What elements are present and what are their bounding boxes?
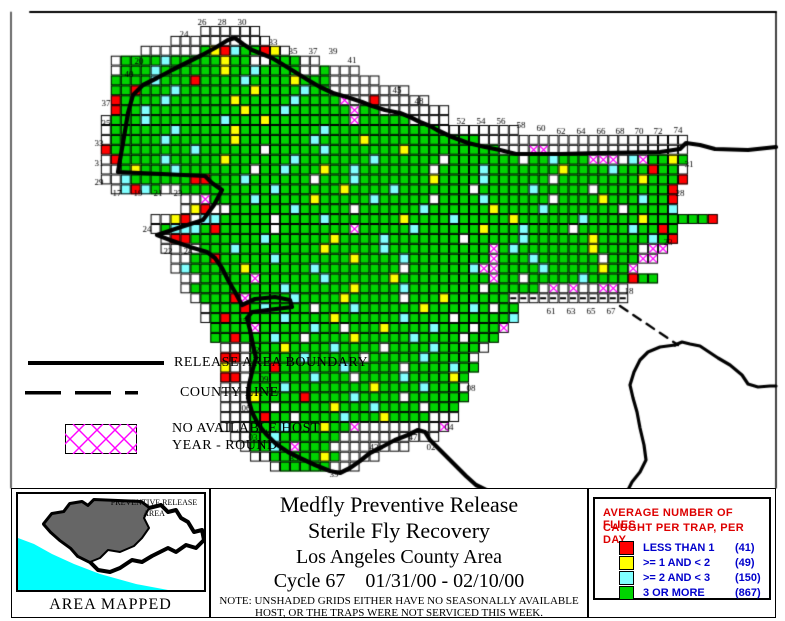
inset-caption: AREA MAPPED — [49, 596, 172, 613]
title-panel: Medfly Preventive Release Sterile Fly Re… — [210, 488, 588, 619]
fly-legend-item-yellow: >= 1 AND < 2 (49) — [619, 556, 755, 570]
no-host-hatch-swatch — [65, 424, 137, 454]
fly-legend-title-line1: AVERAGE NUMBER OF FLIES — [603, 507, 734, 531]
fly-legend-item-count: (150) — [735, 572, 761, 584]
red-swatch — [619, 541, 634, 555]
page-title-line3: Los Angeles County Area — [295, 546, 503, 568]
cycle-date-line: Cycle 67 01/31/00 - 02/10/00 — [273, 570, 525, 592]
county-line-sample — [25, 391, 138, 395]
page-title-line1: Medfly Preventive Release — [279, 492, 519, 517]
fly-legend-item-count: (41) — [735, 542, 755, 554]
cyan-swatch — [619, 571, 634, 585]
green-swatch — [619, 586, 634, 600]
fly-legend-item-red: LESS THAN 1 (41) — [619, 541, 755, 555]
recovery-grid-map — [0, 0, 785, 490]
fly-legend-item-cyan: >= 2 AND < 3 (150) — [619, 571, 761, 585]
fly-legend-item-count: (49) — [735, 557, 755, 569]
fly-legend-item-count: (867) — [735, 587, 761, 599]
fly-legend-item-label: >= 1 AND < 2 — [643, 557, 711, 569]
county-line-label: COUNTY LINE — [180, 385, 279, 400]
inset-release-area — [43, 499, 150, 563]
no-host-label-line2: YEAR - ROUND — [172, 438, 278, 453]
yellow-swatch — [619, 556, 634, 570]
fly-legend-item-green: 3 OR MORE (867) — [619, 586, 761, 600]
fly-legend-item-label: 3 OR MORE — [643, 587, 705, 599]
inset-label-line1: PREVENTIVE RELEASE — [111, 498, 198, 507]
no-host-label-line1: NO AVAILABLE HOST — [172, 421, 320, 436]
note-line1: NOTE: UNSHADED GRIDS EITHER HAVE NO SEAS… — [219, 595, 579, 607]
release-boundary-sample — [28, 361, 164, 365]
fly-legend-panel: AVERAGE NUMBER OF FLIES CAUGHT PER TRAP,… — [588, 488, 776, 618]
inset-ocean — [18, 538, 168, 590]
release-boundary-label: RELEASE AREA BOUNDARY — [174, 355, 369, 370]
fly-legend-item-label: LESS THAN 1 — [643, 542, 715, 554]
page-title-line2: Sterile Fly Recovery — [307, 518, 491, 543]
note-line2: HOST, OR THE TRAPS WERE NOT SERVICED THI… — [255, 607, 543, 619]
fly-legend-item-label: >= 2 AND < 3 — [643, 572, 711, 584]
fly-legend-box: AVERAGE NUMBER OF FLIES CAUGHT PER TRAP,… — [593, 497, 771, 600]
area-mapped-panel: PREVENTIVE RELEASE AREA AREA MAPPED — [11, 488, 210, 618]
inset-label-line2: AREA — [143, 509, 165, 518]
inset-county-map: PREVENTIVE RELEASE AREA — [16, 492, 206, 592]
